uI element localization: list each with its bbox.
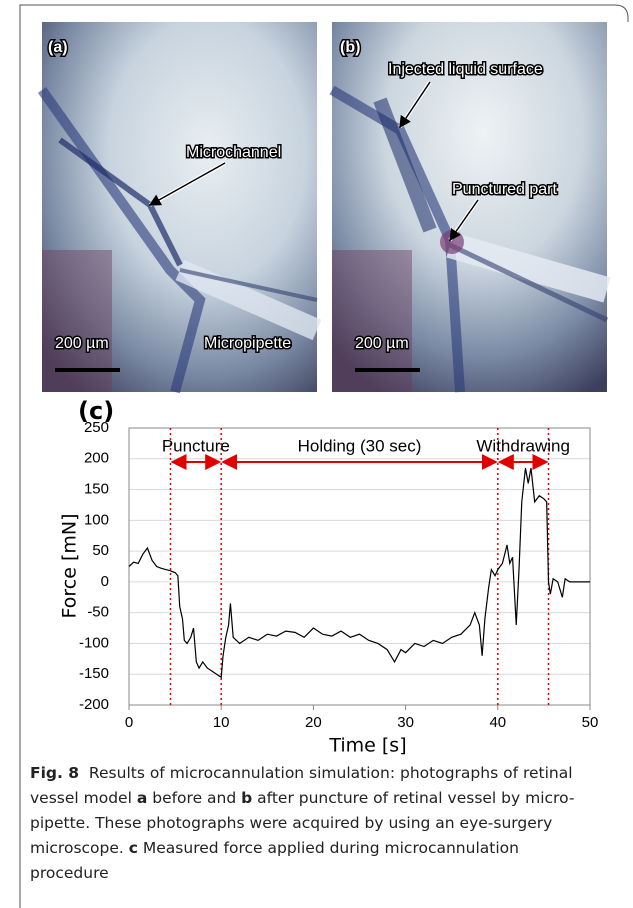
- panel-label: (c): [78, 397, 114, 425]
- caption-run: vessel model: [30, 789, 137, 807]
- x-tick-label: 30: [397, 714, 414, 731]
- caption-run: Fig. 8: [30, 764, 79, 782]
- x-axis-label: Time [s]: [328, 735, 406, 757]
- caption-run: b: [241, 789, 252, 807]
- scale-label: 200 µm: [55, 335, 109, 352]
- caption-run: microscope.: [30, 839, 129, 857]
- annotation: Microchannel: [186, 144, 281, 161]
- scale-label: 200 µm: [355, 335, 409, 352]
- x-tick-label: 0: [125, 714, 133, 731]
- photo-b: [329, 22, 611, 393]
- panel-label: (b): [340, 39, 360, 56]
- caption-run: pipette. These photographs were acquired…: [30, 814, 552, 832]
- caption-run: Measured force applied during microcannu…: [138, 839, 519, 857]
- x-tick-label: 20: [305, 714, 322, 731]
- annotation: Micropipette: [204, 335, 291, 352]
- plot-frame: [128, 427, 591, 706]
- caption-line: vessel model a before and b after punctu…: [30, 789, 574, 807]
- y-tick-label: -100: [79, 634, 109, 651]
- arrow: [399, 81, 431, 129]
- span-label: Withdrawing: [476, 436, 570, 455]
- annotation: Injected liquid surface: [388, 61, 543, 78]
- frame: [19, 4, 629, 908]
- x-tick-label: 40: [489, 714, 506, 731]
- caption-run: after puncture of retinal vessel by micr…: [252, 789, 574, 807]
- y-tick-label: 0: [101, 573, 109, 590]
- caption-run: before and: [147, 789, 241, 807]
- data-line: [128, 467, 590, 679]
- y-tick-label: -200: [79, 696, 109, 713]
- caption-run: procedure: [30, 864, 109, 882]
- x-tick-label: 10: [213, 714, 230, 731]
- span-label: Holding (30 sec): [298, 436, 422, 455]
- caption-line: Fig. 8 Results of microcannulation simul…: [30, 764, 573, 782]
- y-tick-label: 50: [92, 542, 109, 559]
- x-tick-label: 50: [582, 714, 599, 731]
- y-tick-label: -150: [79, 665, 109, 682]
- caption-line: procedure: [30, 864, 109, 882]
- caption-run: Results of microcannulation simulation: …: [79, 764, 572, 782]
- y-tick-label: -50: [87, 604, 109, 621]
- y-tick-label: 250: [84, 419, 109, 436]
- y-tick-label: 200: [84, 450, 109, 467]
- arrow: [449, 199, 479, 242]
- arrow: [148, 162, 226, 206]
- y-tick-label: 150: [84, 481, 109, 498]
- annotation: Punctured part: [452, 181, 558, 198]
- caption-line: microscope. c Measured force applied dur…: [30, 839, 519, 857]
- panel-label: (a): [48, 39, 68, 56]
- y-tick-label: 100: [84, 511, 109, 528]
- caption-line: pipette. These photographs were acquired…: [30, 814, 552, 832]
- caption-run: c: [129, 839, 138, 857]
- caption-run: a: [137, 789, 147, 807]
- photo-a: [37, 22, 322, 394]
- span-label: Puncture: [162, 436, 230, 455]
- y-axis-label: Force [mN]: [59, 514, 81, 619]
